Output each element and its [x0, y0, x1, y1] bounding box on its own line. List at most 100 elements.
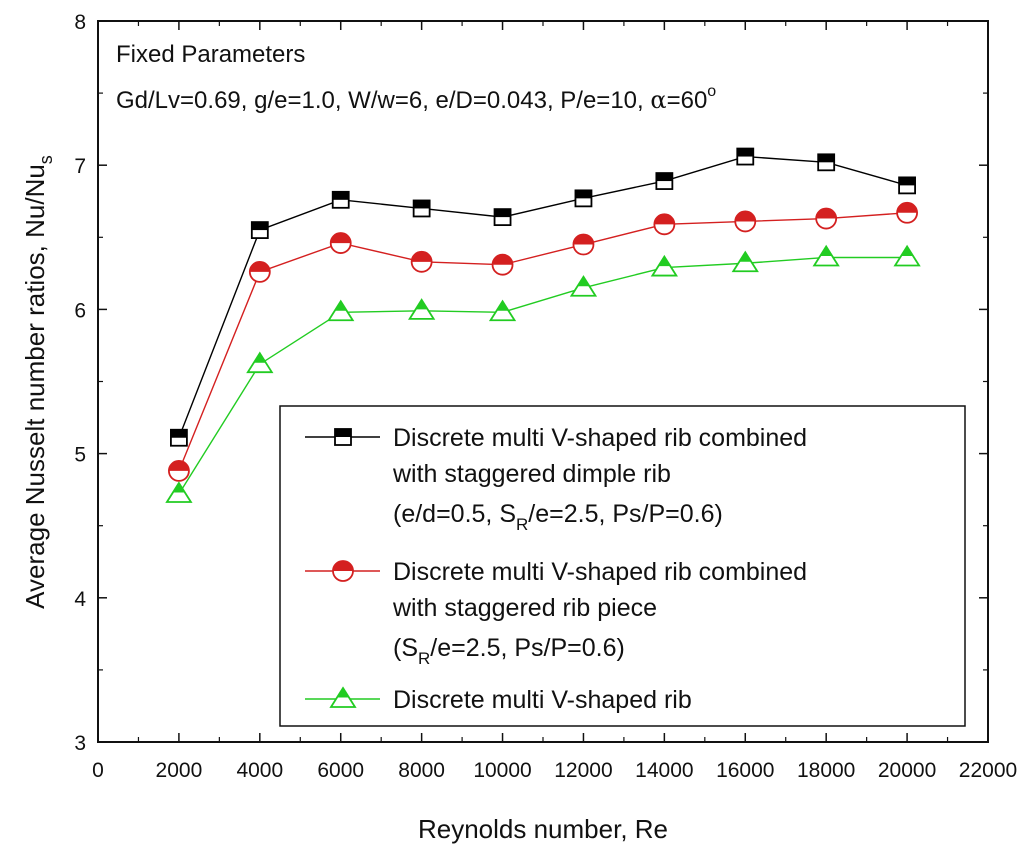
- y-tick-label: 5: [74, 444, 86, 467]
- marker-circle-fill: [330, 233, 351, 244]
- legend: Discrete multi V-shaped rib combined wit…: [279, 405, 966, 727]
- legend-s2-line2: with staggered rib piece: [392, 594, 657, 622]
- data-point: [493, 208, 512, 227]
- axis-ticks: 0 2000 4000 6000 8000 10000 12000 14000 16000 180…: [74, 11, 1017, 782]
- y-tick-label: 4: [74, 588, 86, 611]
- marker-square-fill: [170, 429, 187, 438]
- series-layer: [165, 147, 921, 503]
- data-point: [569, 275, 598, 297]
- y-tick-label: 7: [74, 155, 86, 178]
- marker-circle-fill: [249, 261, 270, 272]
- marker-circle-fill: [816, 208, 837, 219]
- legend-s2-line1: Discrete multi V-shaped rib combined: [393, 558, 807, 586]
- data-point: [812, 244, 840, 267]
- legend-s1-line3: (e/d=0.5, SR/e=2.5, Ps/P=0.6): [393, 500, 723, 534]
- marker-triangle-fill: [658, 256, 671, 267]
- marker-triangle-fill: [334, 301, 347, 311]
- y-axis-title: Average Nusselt number ratios, Nu/Nus: [20, 155, 56, 609]
- data-point: [574, 189, 593, 208]
- data-point: [412, 199, 431, 218]
- marker-triangle-fill: [901, 246, 914, 256]
- annotation-alpha-symbol: α: [650, 86, 666, 114]
- data-point: [898, 176, 916, 195]
- x-tick-label: 6000: [317, 759, 364, 782]
- x-axis-title: Reynolds number, Re: [418, 814, 668, 844]
- x-tick-label: 10000: [473, 759, 531, 782]
- marker-square-fill: [818, 154, 835, 163]
- legend-marker-sample: [334, 428, 352, 446]
- legend-s3-line1: Discrete multi V-shaped rib: [393, 686, 692, 714]
- marker-circle-fill: [333, 561, 353, 571]
- annotation-title: Fixed Parameters: [116, 41, 305, 68]
- legend-marker-sample: [332, 560, 354, 582]
- marker-triangle-fill: [496, 301, 509, 311]
- marker-circle-fill: [654, 214, 675, 225]
- marker-triangle-fill: [415, 299, 428, 310]
- marker-triangle-fill: [577, 276, 590, 287]
- legend-markers: [305, 428, 380, 708]
- annotation-alpha-value: =60: [667, 87, 708, 114]
- legend-s1-line2: with staggered dimple rib: [392, 460, 671, 488]
- annotation-degree: o: [707, 83, 716, 100]
- series-line: [178, 155, 908, 438]
- x-tick-label: 2000: [156, 759, 203, 782]
- x-tick-label: 0: [92, 759, 104, 782]
- series-line: [178, 256, 908, 495]
- marker-triangle-fill: [739, 252, 752, 262]
- data-point: [650, 254, 678, 277]
- data-point: [165, 481, 193, 503]
- data-point: [815, 207, 838, 230]
- marker-square-fill: [737, 148, 754, 157]
- data-point: [734, 210, 757, 233]
- data-point: [170, 428, 188, 447]
- marker-square-fill: [251, 222, 268, 231]
- x-tick-label: 14000: [635, 759, 693, 782]
- data-point: [408, 298, 436, 320]
- y-tick-label: 3: [74, 732, 86, 755]
- data-point: [246, 351, 274, 374]
- marker-triangle-fill: [820, 246, 833, 256]
- data-point: [488, 299, 517, 322]
- series-line: [178, 212, 908, 472]
- x-tick-label: 4000: [236, 759, 283, 782]
- marker-square-fill: [494, 209, 511, 218]
- x-tick-label: 8000: [398, 759, 445, 782]
- data-point: [653, 213, 676, 236]
- series-3: [165, 244, 921, 503]
- data-point: [736, 147, 755, 166]
- marker-square-fill: [899, 177, 916, 186]
- legend-s1-line3-b: /e=2.5, Ps/P=0.6): [528, 500, 723, 528]
- marker-circle-fill: [411, 251, 432, 262]
- y-axis-title-main: Average Nusselt number ratios, Nu/Nu: [20, 164, 50, 609]
- y-tick-label: 6: [74, 299, 86, 322]
- data-point: [248, 261, 271, 283]
- legend-s1-line3-a: (e/d=0.5, S: [393, 500, 516, 528]
- x-tick-label: 12000: [554, 759, 612, 782]
- data-point: [329, 232, 352, 254]
- marker-circle-fill: [492, 254, 513, 265]
- y-axis-title-subscript: s: [36, 155, 56, 164]
- legend-s1-line3-sub: R: [516, 515, 528, 534]
- marker-triangle-fill: [172, 482, 185, 493]
- x-tick-label: 16000: [716, 759, 774, 782]
- x-tick-label: 22000: [959, 759, 1017, 782]
- legend-s1-line1: Discrete multi V-shaped rib combined: [393, 424, 807, 452]
- data-point: [731, 250, 759, 273]
- data-point: [572, 233, 595, 256]
- marker-square-fill: [335, 429, 351, 437]
- legend-s2-line3: (SR/e=2.5, Ps/P=0.6): [393, 634, 625, 668]
- x-tick-label: 20000: [878, 759, 936, 782]
- x-tick-label: 18000: [797, 759, 855, 782]
- data-point: [410, 250, 433, 273]
- marker-circle-fill: [168, 460, 189, 471]
- marker-square-fill: [656, 173, 673, 182]
- marker-circle-fill: [573, 234, 594, 245]
- marker-circle-fill: [897, 202, 918, 213]
- annotation-params: Gd/Lv=0.69, g/e=1.0, W/w=6, e/D=0.043, P…: [116, 83, 716, 114]
- marker-triangle-fill: [253, 353, 266, 363]
- legend-s2-line3-b: /e=2.5, Ps/P=0.6): [430, 634, 625, 662]
- marker-square-fill: [332, 191, 349, 200]
- data-point: [896, 201, 918, 224]
- data-point: [327, 299, 355, 322]
